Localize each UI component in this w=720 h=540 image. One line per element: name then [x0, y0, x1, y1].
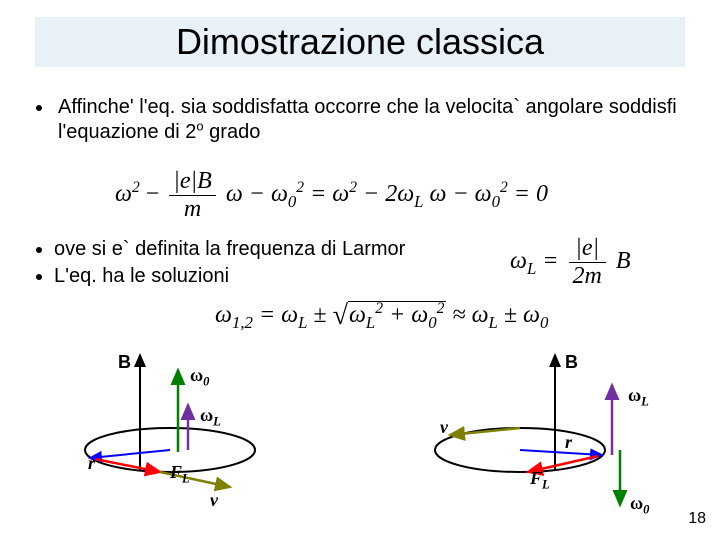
left-omega0-label: ω0 — [190, 365, 209, 386]
left-omegaL-label: ωL — [200, 405, 221, 426]
right-B-label: B — [565, 352, 578, 373]
right-FL-label: FL — [530, 468, 550, 489]
page-number: 18 — [688, 510, 706, 528]
right-r-label: r — [565, 432, 572, 453]
equation-quadratic: ω2 − |e|B m ω − ω02 = ω2 − 2ωL ω − ω02 =… — [115, 168, 548, 223]
right-omegaL-label: ωL — [628, 385, 649, 406]
left-v-label: v — [210, 490, 218, 511]
slide: Dimostrazione classica Affinche' l'eq. s… — [0, 0, 720, 540]
superscript-o: o — [196, 118, 203, 133]
bullet-1: Affinche' l'eq. sia soddisfatta occorre … — [54, 95, 690, 145]
equation-solutions: ω1,2 = ωL ± √ωL2 + ω02 ≈ ωL ± ω0 — [215, 300, 548, 332]
right-omega0-label: ω0 — [630, 493, 649, 514]
title-bar: Dimostrazione classica — [35, 17, 685, 67]
left-B-label: B — [118, 352, 131, 373]
right-v-label: v — [440, 417, 448, 438]
left-FL-label: FL — [170, 462, 190, 483]
diagram-area: B ω0 ωL r FL v B ωL ω0 r FL v — [0, 350, 720, 520]
equation-larmor: ωL = |e| 2m B — [510, 235, 631, 290]
left-r-label: r — [88, 453, 95, 474]
slide-title: Dimostrazione classica — [176, 21, 544, 63]
right-diagram-svg — [380, 350, 700, 520]
bullet-block-1: Affinche' l'eq. sia soddisfatta occorre … — [30, 95, 690, 149]
